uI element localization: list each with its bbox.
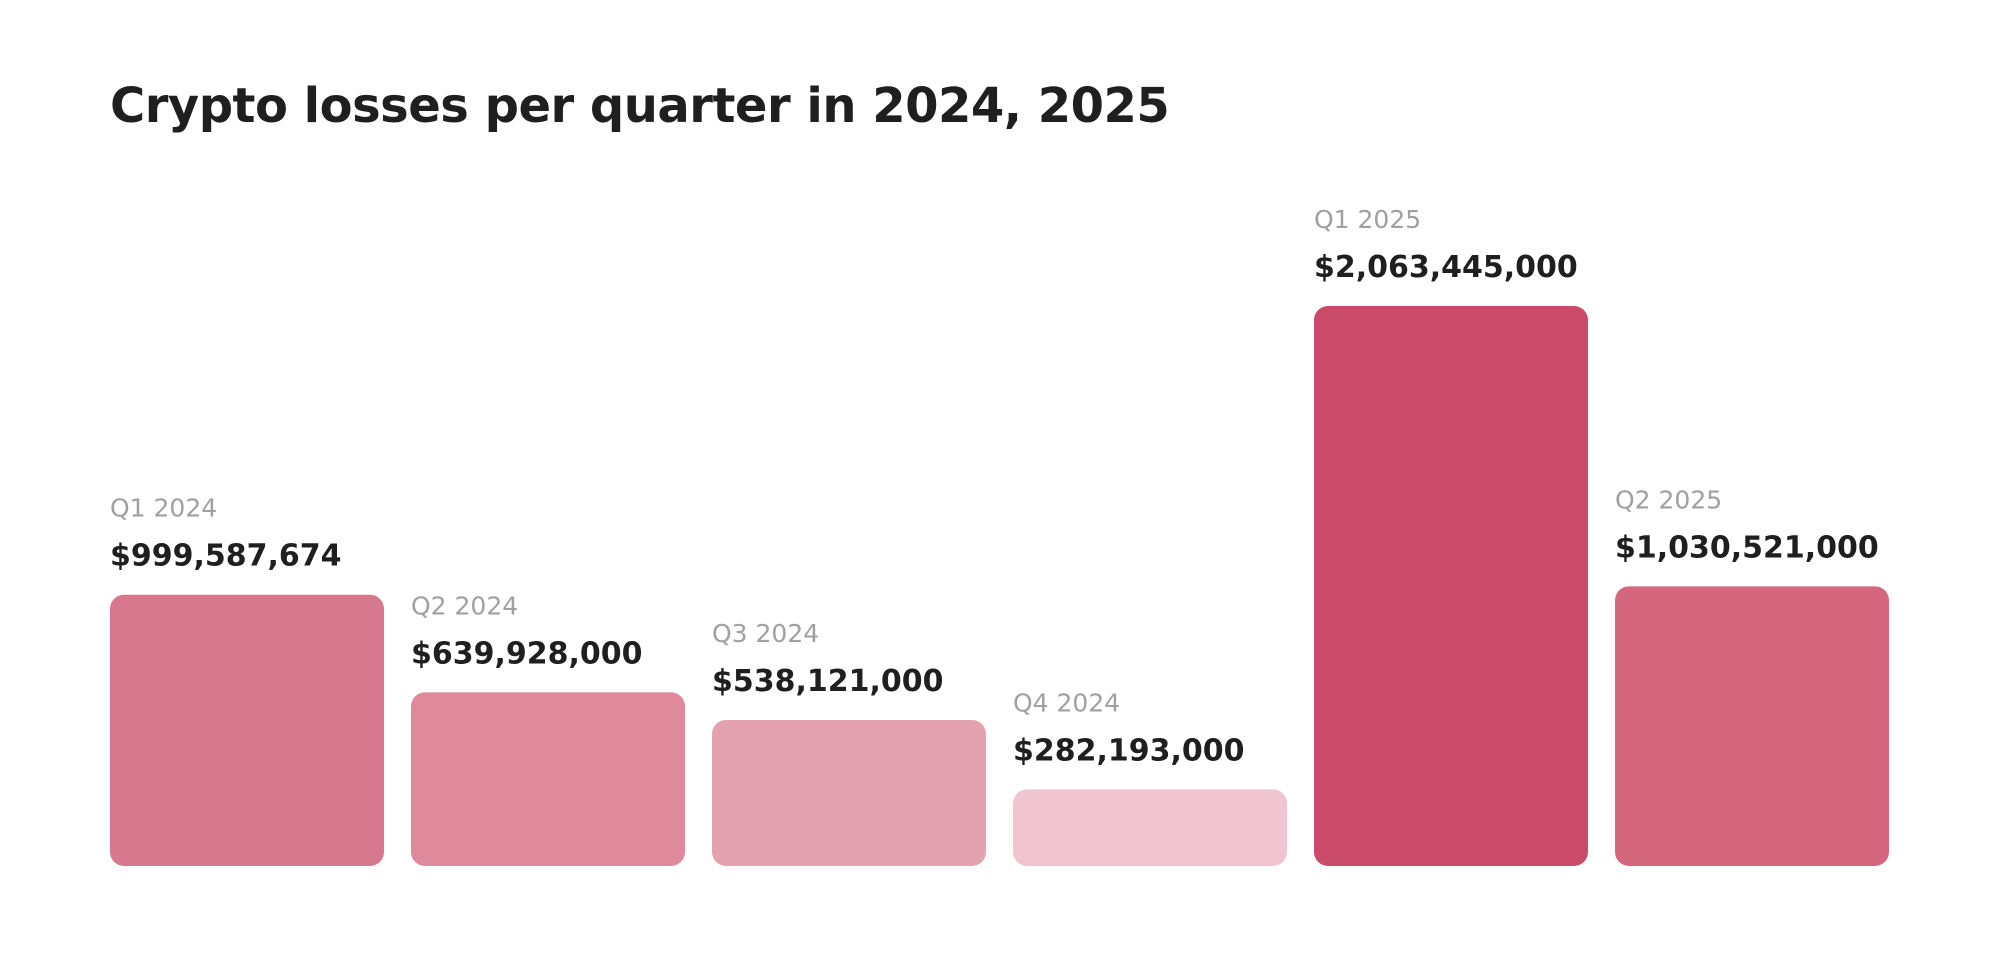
bar-q2-2025 (1615, 586, 1889, 866)
category-label: Q1 2025 (1314, 205, 1421, 234)
chart-title: Crypto losses per quarter in 2024, 2025 (110, 78, 1170, 134)
category-label: Q3 2024 (712, 619, 819, 648)
value-label: $282,193,000 (1013, 733, 1245, 768)
value-label: $1,030,521,000 (1615, 530, 1879, 565)
value-label: $999,587,674 (110, 539, 342, 574)
category-label: Q2 2025 (1615, 485, 1722, 514)
category-label: Q4 2024 (1013, 688, 1120, 717)
value-label: $2,063,445,000 (1314, 250, 1578, 285)
bar-q2-2024 (411, 692, 685, 866)
bar-q1-2024 (110, 594, 384, 866)
category-label: Q2 2024 (411, 591, 518, 620)
category-label: Q1 2024 (110, 494, 217, 523)
bar-q4-2024 (1013, 789, 1287, 866)
bar-q3-2024 (712, 719, 986, 866)
value-label: $538,121,000 (712, 664, 944, 699)
value-label: $639,928,000 (411, 636, 643, 671)
bar-q1-2025 (1314, 306, 1588, 866)
